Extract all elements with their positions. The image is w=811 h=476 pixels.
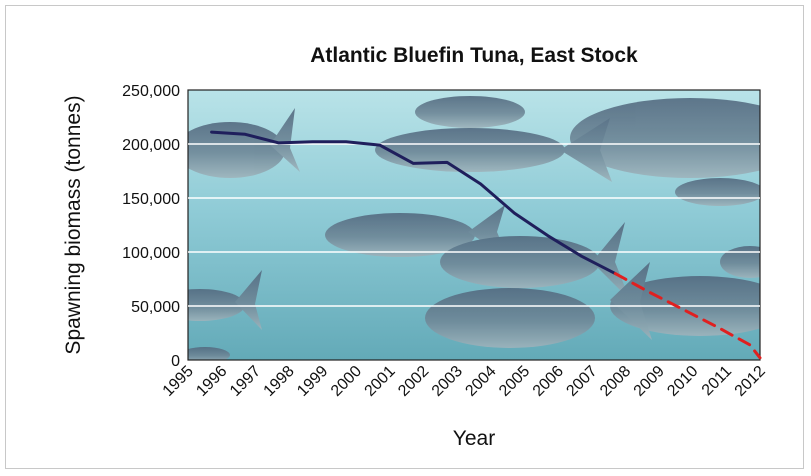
- x-tick-label: 2001: [362, 363, 399, 400]
- x-tick-label: 1997: [227, 363, 264, 400]
- x-tick-label: 1996: [193, 363, 230, 400]
- biomass-line: [210, 130, 617, 276]
- y-tick-label: 250,000: [122, 83, 180, 100]
- x-tick-label: 2010: [664, 363, 701, 400]
- y-tick-label: 150,000: [122, 191, 180, 208]
- x-tick-label: 2007: [563, 363, 600, 400]
- x-tick-label: 1999: [294, 363, 331, 400]
- x-axis-ticks: 1995199619971998199920002001200220032004…: [160, 363, 769, 400]
- y-tick-label: 100,000: [122, 245, 180, 262]
- y-tick-label: 200,000: [122, 137, 180, 154]
- x-tick-label: 2002: [395, 363, 432, 400]
- x-axis-label: Year: [453, 427, 495, 450]
- x-tick-label: 2009: [631, 363, 668, 400]
- x-tick-label: 2012: [732, 363, 769, 400]
- x-tick-label: 2011: [699, 363, 735, 399]
- plot-border: [187, 89, 761, 361]
- y-axis-label: Spawning biomass (tonnes): [62, 95, 85, 354]
- x-tick-label: 2000: [328, 363, 365, 400]
- chart-title: Atlantic Bluefin Tuna, East Stock: [310, 44, 638, 67]
- x-tick-label: 2008: [597, 363, 634, 400]
- x-tick-label: 2006: [530, 363, 567, 400]
- fish-silhouettes: [188, 96, 760, 360]
- y-tick-label: 50,000: [131, 299, 180, 316]
- data-lines: [210, 130, 762, 360]
- plot-background: [188, 90, 760, 360]
- projection-line: [613, 272, 762, 360]
- y-tick-label: 0: [171, 353, 180, 370]
- x-tick-label: 2005: [496, 363, 533, 400]
- x-tick-label: 1998: [261, 363, 298, 400]
- y-axis-ticks: 0 50,000 100,000 150,000 200,000 250,000: [122, 83, 180, 370]
- x-tick-label: 2004: [462, 363, 499, 400]
- x-tick-label: 2003: [429, 363, 466, 400]
- x-tick-label: 1995: [160, 363, 197, 400]
